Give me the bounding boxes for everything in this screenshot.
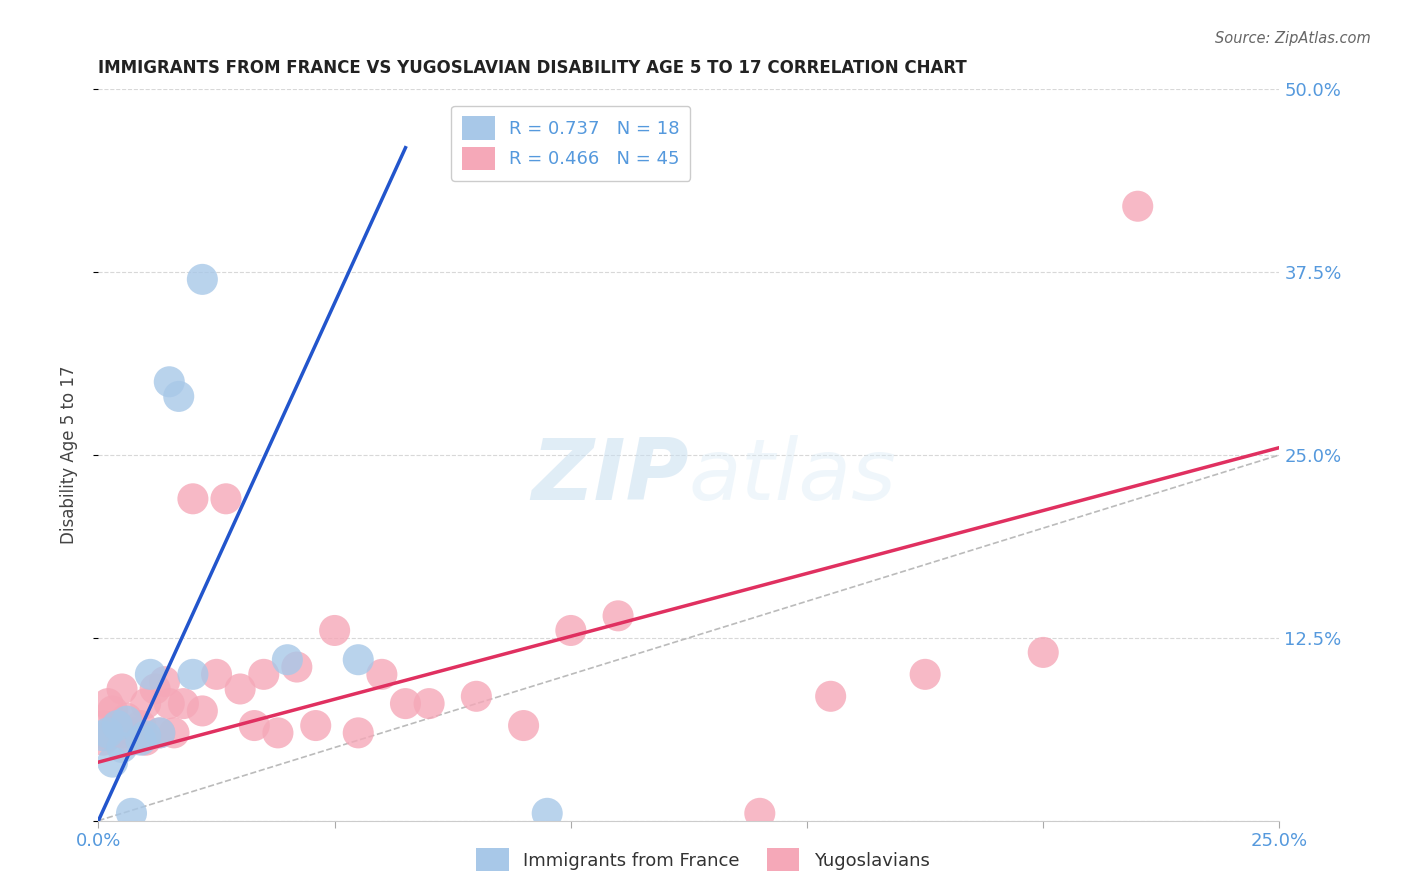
- Point: [149, 726, 172, 740]
- Text: atlas: atlas: [689, 435, 897, 518]
- Point: [418, 697, 440, 711]
- Y-axis label: Disability Age 5 to 17: Disability Age 5 to 17: [59, 366, 77, 544]
- Point: [105, 718, 128, 732]
- Point: [157, 697, 180, 711]
- Point: [101, 726, 124, 740]
- Point: [181, 667, 204, 681]
- Point: [914, 667, 936, 681]
- Point: [129, 733, 152, 747]
- Point: [305, 718, 328, 732]
- Point: [135, 697, 157, 711]
- Point: [97, 697, 120, 711]
- Point: [105, 718, 128, 732]
- Point: [181, 491, 204, 506]
- Point: [129, 718, 152, 732]
- Point: [820, 690, 842, 704]
- Point: [111, 740, 134, 755]
- Point: [560, 624, 582, 638]
- Point: [465, 690, 488, 704]
- Point: [172, 697, 194, 711]
- Point: [111, 681, 134, 696]
- Point: [121, 806, 143, 821]
- Point: [167, 389, 190, 403]
- Legend: Immigrants from France, Yugoslavians: Immigrants from France, Yugoslavians: [470, 841, 936, 879]
- Point: [125, 726, 148, 740]
- Point: [536, 806, 558, 821]
- Point: [205, 667, 228, 681]
- Point: [157, 375, 180, 389]
- Point: [253, 667, 276, 681]
- Point: [97, 726, 120, 740]
- Point: [512, 718, 534, 732]
- Point: [101, 704, 124, 718]
- Point: [135, 733, 157, 747]
- Point: [143, 681, 166, 696]
- Point: [97, 729, 120, 743]
- Text: Source: ZipAtlas.com: Source: ZipAtlas.com: [1215, 31, 1371, 46]
- Point: [1126, 199, 1149, 213]
- Legend: R = 0.737   N = 18, R = 0.466   N = 45: R = 0.737 N = 18, R = 0.466 N = 45: [451, 105, 690, 181]
- Point: [285, 660, 308, 674]
- Point: [243, 718, 266, 732]
- Text: IMMIGRANTS FROM FRANCE VS YUGOSLAVIAN DISABILITY AGE 5 TO 17 CORRELATION CHART: IMMIGRANTS FROM FRANCE VS YUGOSLAVIAN DI…: [98, 59, 967, 77]
- Point: [135, 729, 157, 743]
- Point: [276, 653, 298, 667]
- Point: [139, 667, 162, 681]
- Point: [115, 711, 138, 725]
- Point: [191, 704, 214, 718]
- Point: [229, 681, 252, 696]
- Point: [115, 714, 138, 728]
- Point: [91, 718, 114, 732]
- Point: [267, 726, 290, 740]
- Point: [347, 726, 370, 740]
- Point: [153, 674, 176, 689]
- Point: [163, 726, 186, 740]
- Point: [191, 272, 214, 286]
- Point: [101, 755, 124, 769]
- Point: [371, 667, 394, 681]
- Point: [91, 733, 114, 747]
- Text: ZIP: ZIP: [531, 435, 689, 518]
- Point: [748, 806, 770, 821]
- Point: [121, 733, 143, 747]
- Point: [607, 608, 630, 623]
- Point: [347, 653, 370, 667]
- Point: [149, 726, 172, 740]
- Point: [215, 491, 238, 506]
- Point: [394, 697, 416, 711]
- Point: [1032, 645, 1054, 659]
- Point: [91, 729, 114, 743]
- Point: [323, 624, 346, 638]
- Point: [111, 726, 134, 740]
